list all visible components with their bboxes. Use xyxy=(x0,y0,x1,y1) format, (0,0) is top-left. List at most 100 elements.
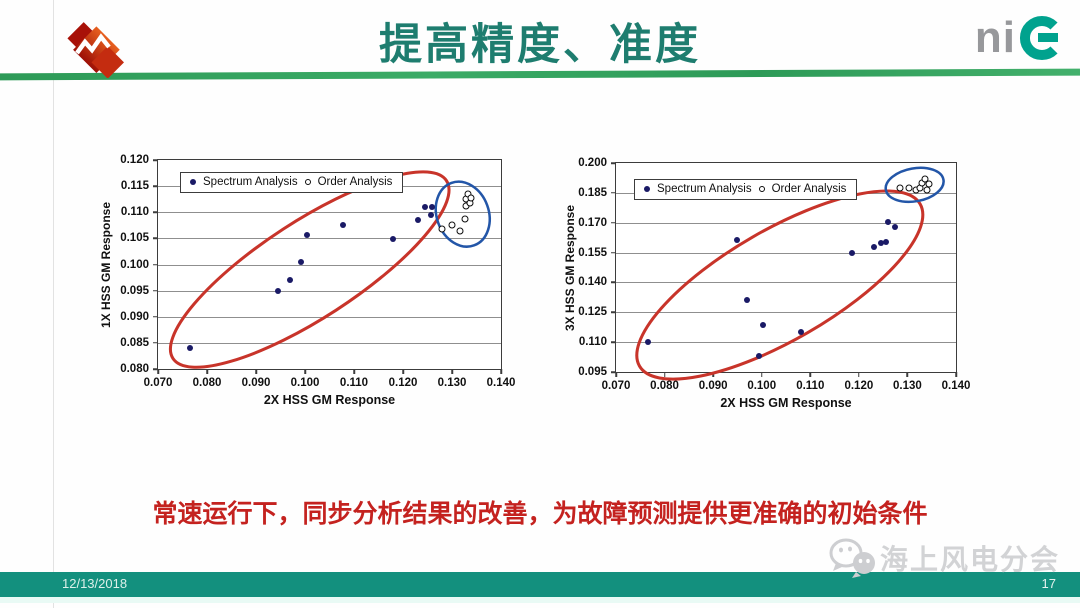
data-point xyxy=(414,216,421,223)
data-point xyxy=(448,221,456,229)
data-point xyxy=(744,297,751,304)
x-tick-label: 0.140 xyxy=(941,380,971,392)
nie-stylized-e-icon xyxy=(1019,16,1058,60)
chart-legend: Spectrum Analysis Order Analysis xyxy=(180,172,404,193)
x-tick-mark xyxy=(304,369,306,374)
x-tick-label: 0.100 xyxy=(747,380,777,392)
x-tick-label: 0.110 xyxy=(796,380,825,392)
y-axis-title: 1X HSS GM Response xyxy=(99,201,113,328)
y-tick-label: 0.105 xyxy=(120,232,149,245)
y-tick-label: 0.125 xyxy=(578,306,607,319)
data-point xyxy=(456,227,464,235)
x-tick-label: 0.130 xyxy=(437,377,467,389)
x-tick-mark xyxy=(858,372,860,377)
data-point xyxy=(734,236,741,243)
y-tick-label: 0.090 xyxy=(120,310,149,323)
y-tick-label: 0.085 xyxy=(120,336,149,349)
y-tick-mark xyxy=(153,289,158,292)
highlight-ellipse xyxy=(884,166,945,204)
footer-accent-strip xyxy=(0,597,1080,603)
company-gem-logo xyxy=(52,20,138,79)
y-tick-label: 0.095 xyxy=(578,366,607,378)
x-tick-label: 0.120 xyxy=(844,380,874,392)
legend-label-order: Order Analysis xyxy=(317,176,393,188)
y-tick-mark xyxy=(153,159,158,161)
x-tick-mark xyxy=(402,369,404,374)
x-tick-mark xyxy=(353,369,355,374)
y-tick-label: 0.155 xyxy=(578,246,607,259)
gridline xyxy=(158,212,501,214)
gridline xyxy=(158,316,501,318)
data-point xyxy=(428,212,435,219)
data-point xyxy=(760,322,767,329)
gridline xyxy=(158,290,501,292)
wechat-watermark: 海上风电分会 xyxy=(828,536,1060,580)
footer-bar: 12/13/2018 17 xyxy=(0,572,1080,597)
y-tick-mark xyxy=(153,211,158,213)
gridline xyxy=(158,238,501,240)
x-tick-label: 0.090 xyxy=(698,380,728,392)
page-title: 提高精度、准度 xyxy=(379,21,701,69)
y-tick-mark xyxy=(611,162,616,164)
x-tick-mark xyxy=(157,369,159,374)
gridline xyxy=(158,342,501,344)
y-tick-mark xyxy=(153,368,158,370)
data-point xyxy=(186,344,193,351)
data-point xyxy=(340,221,347,228)
x-tick-mark xyxy=(906,372,909,377)
legend-label-spectrum: Spectrum Analysis xyxy=(657,183,752,195)
legend-label-order: Order Analysis xyxy=(771,183,847,195)
y-tick-mark xyxy=(611,341,616,343)
data-point xyxy=(848,249,855,256)
x-tick-mark xyxy=(955,372,957,377)
data-point xyxy=(390,235,397,242)
nie-logo-ni-text: ni xyxy=(974,13,1016,62)
y-tick-label: 0.200 xyxy=(578,157,607,169)
spectrum-marker-icon xyxy=(190,179,196,185)
x-tick-label: 0.070 xyxy=(601,380,631,392)
y-tick-label: 0.100 xyxy=(120,258,149,271)
y-tick-label: 0.170 xyxy=(578,216,607,229)
y-tick-label: 0.140 xyxy=(578,276,607,289)
x-tick-mark xyxy=(451,369,453,374)
data-point xyxy=(797,329,804,336)
y-tick-label: 0.095 xyxy=(120,284,149,297)
y-tick-mark xyxy=(153,263,158,266)
footer-date: 12/13/2018 xyxy=(62,576,128,591)
legend-label-spectrum: Spectrum Analysis xyxy=(203,176,298,188)
gridline xyxy=(616,252,956,254)
x-tick-mark xyxy=(206,369,208,374)
x-tick-label: 0.140 xyxy=(486,377,516,389)
x-tick-label: 0.080 xyxy=(192,377,222,389)
y-tick-label: 0.185 xyxy=(578,186,607,199)
x-tick-mark xyxy=(255,369,257,374)
scatter-chart-1x-hss: 1X HSS GM Response 2X HSS GM Response Sp… xyxy=(99,154,515,407)
red-gem-logo-icon xyxy=(67,22,124,79)
nie-logo: ni xyxy=(975,12,1060,64)
y-tick-mark xyxy=(611,371,616,373)
y-tick-label: 0.110 xyxy=(578,336,607,349)
x-tick-label: 0.080 xyxy=(650,380,679,392)
y-tick-label: 0.115 xyxy=(120,180,149,193)
data-point xyxy=(756,353,763,360)
x-axis-title: 2X HSS GM Response xyxy=(263,393,396,407)
scatter-chart-3x-hss: 3X HSS GM Response 2X HSS GM Response Sp… xyxy=(563,157,970,410)
gridline xyxy=(616,282,956,284)
x-tick-label: 0.100 xyxy=(290,377,320,389)
conclusion-caption: 常速运行下，同步分析结果的改善，为故障预测提供更准确的初始条件 xyxy=(152,500,928,528)
data-point xyxy=(275,287,282,294)
x-tick-label: 0.090 xyxy=(241,377,271,389)
x-tick-label: 0.120 xyxy=(388,377,418,389)
data-point xyxy=(467,194,475,202)
x-tick-mark xyxy=(712,372,714,377)
y-tick-mark xyxy=(153,316,158,318)
y-tick-label: 0.120 xyxy=(120,154,149,166)
gridline xyxy=(158,264,501,266)
y-tick-mark xyxy=(611,281,616,284)
data-point xyxy=(885,219,891,226)
x-tick-label: 0.070 xyxy=(143,377,173,389)
y-axis-title: 3X HSS GM Response xyxy=(563,204,577,331)
gridline xyxy=(616,222,956,224)
data-point xyxy=(871,243,878,250)
